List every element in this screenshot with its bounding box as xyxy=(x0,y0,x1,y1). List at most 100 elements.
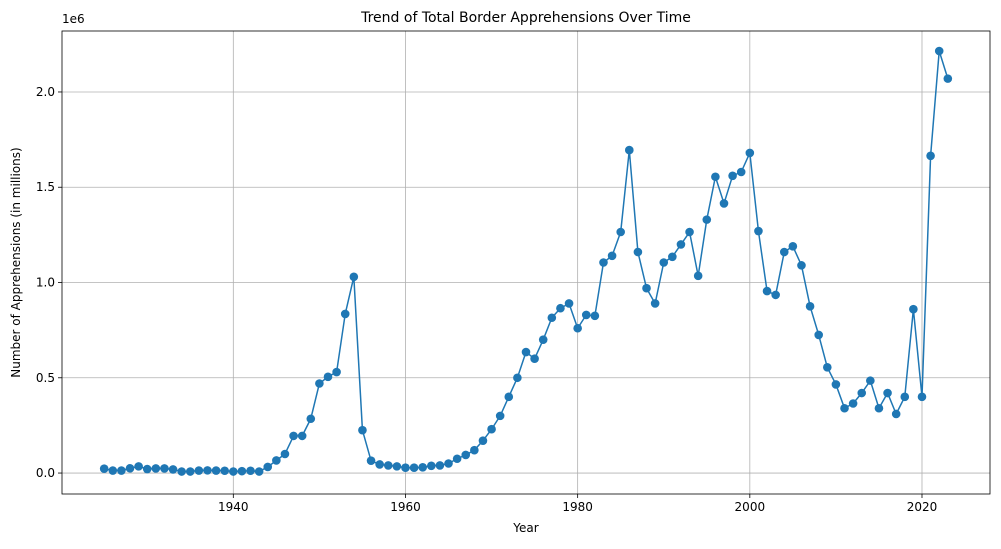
data-point xyxy=(513,373,522,383)
data-point xyxy=(745,148,755,158)
data-point xyxy=(642,283,651,293)
data-point xyxy=(168,465,178,474)
data-point xyxy=(934,46,944,56)
data-point xyxy=(99,464,109,473)
data-point xyxy=(581,310,591,320)
data-point xyxy=(349,272,359,282)
data-point xyxy=(246,466,255,476)
data-point xyxy=(659,258,669,267)
data-point xyxy=(142,464,152,474)
data-point xyxy=(926,151,935,161)
data-point xyxy=(831,380,841,389)
data-point xyxy=(427,461,436,471)
data-point xyxy=(848,399,858,408)
data-point xyxy=(625,145,634,155)
data-point xyxy=(177,467,186,476)
data-point xyxy=(917,392,927,402)
data-point xyxy=(332,367,341,377)
data-point xyxy=(358,425,367,435)
data-point xyxy=(160,464,169,473)
data-point xyxy=(943,74,953,83)
data-points-group xyxy=(99,46,953,476)
data-point xyxy=(564,299,574,308)
data-point xyxy=(185,467,195,476)
data-point xyxy=(538,335,548,344)
data-point xyxy=(814,330,823,340)
x-tick-label: 2020 xyxy=(907,500,938,514)
data-point xyxy=(857,388,867,398)
data-point xyxy=(556,303,565,313)
data-point xyxy=(909,304,918,314)
data-point xyxy=(693,271,703,281)
x-tick-label: 2000 xyxy=(735,500,766,514)
data-point xyxy=(203,466,212,475)
data-point xyxy=(668,252,677,262)
data-point xyxy=(229,467,238,476)
data-point xyxy=(289,431,298,441)
data-point xyxy=(375,460,384,469)
data-point xyxy=(797,261,806,270)
x-tick-label: 1940 xyxy=(218,500,249,514)
data-point xyxy=(599,258,608,267)
data-point xyxy=(366,456,376,465)
data-point xyxy=(435,461,445,470)
y-tick-label: 1.5 xyxy=(36,180,55,194)
y-tick-label: 2.0 xyxy=(36,85,55,99)
data-point xyxy=(306,414,316,424)
y-axis-ticks: 0.0 0.5 1.0 1.5 2.0 xyxy=(36,85,62,480)
y-tick-label: 0.0 xyxy=(36,466,55,480)
data-point xyxy=(108,466,118,475)
data-point xyxy=(650,299,660,308)
data-point xyxy=(323,372,333,382)
data-point xyxy=(340,309,350,319)
data-point xyxy=(254,467,264,476)
y-tick-label: 0.5 xyxy=(36,371,55,385)
data-point xyxy=(633,247,643,257)
x-tick-label: 1980 xyxy=(562,500,593,514)
data-point xyxy=(805,302,815,311)
data-point xyxy=(771,290,780,300)
data-point xyxy=(125,463,135,473)
data-point xyxy=(452,454,462,464)
data-point xyxy=(280,449,290,459)
data-point xyxy=(573,323,582,333)
series-line xyxy=(104,50,949,473)
data-point xyxy=(487,424,496,434)
data-point xyxy=(418,463,428,472)
data-point xyxy=(676,240,686,249)
data-point xyxy=(134,462,143,471)
data-point xyxy=(530,354,539,364)
x-tick-label: 1960 xyxy=(390,500,421,514)
y-tick-label: 1.0 xyxy=(36,276,55,290)
data-point xyxy=(409,463,419,473)
data-point xyxy=(211,466,221,475)
data-point xyxy=(117,466,126,475)
data-point xyxy=(315,379,324,388)
data-point xyxy=(401,463,410,473)
data-point xyxy=(900,392,910,402)
data-point xyxy=(220,466,229,476)
data-point xyxy=(504,392,514,402)
data-point xyxy=(883,388,892,398)
y-axis-label: Number of Apprehensions (in millions) xyxy=(9,147,23,377)
data-point xyxy=(444,459,453,468)
axes-frame xyxy=(61,30,991,495)
data-point xyxy=(874,403,884,413)
data-point xyxy=(754,226,763,236)
data-point xyxy=(590,311,600,321)
data-point xyxy=(788,242,798,251)
data-point xyxy=(616,227,625,237)
data-point xyxy=(711,172,720,182)
data-point xyxy=(521,347,531,357)
x-axis-ticks: 1940 1960 1980 2000 2020 xyxy=(218,494,937,514)
data-point xyxy=(702,215,712,224)
data-point xyxy=(762,286,772,296)
data-point xyxy=(891,409,901,419)
data-point xyxy=(194,466,204,475)
y-axis-offset-label: 1e6 xyxy=(62,12,85,26)
chart-title: Trend of Total Border Apprehensions Over… xyxy=(360,10,691,26)
data-point xyxy=(736,167,746,177)
data-point xyxy=(383,461,393,470)
